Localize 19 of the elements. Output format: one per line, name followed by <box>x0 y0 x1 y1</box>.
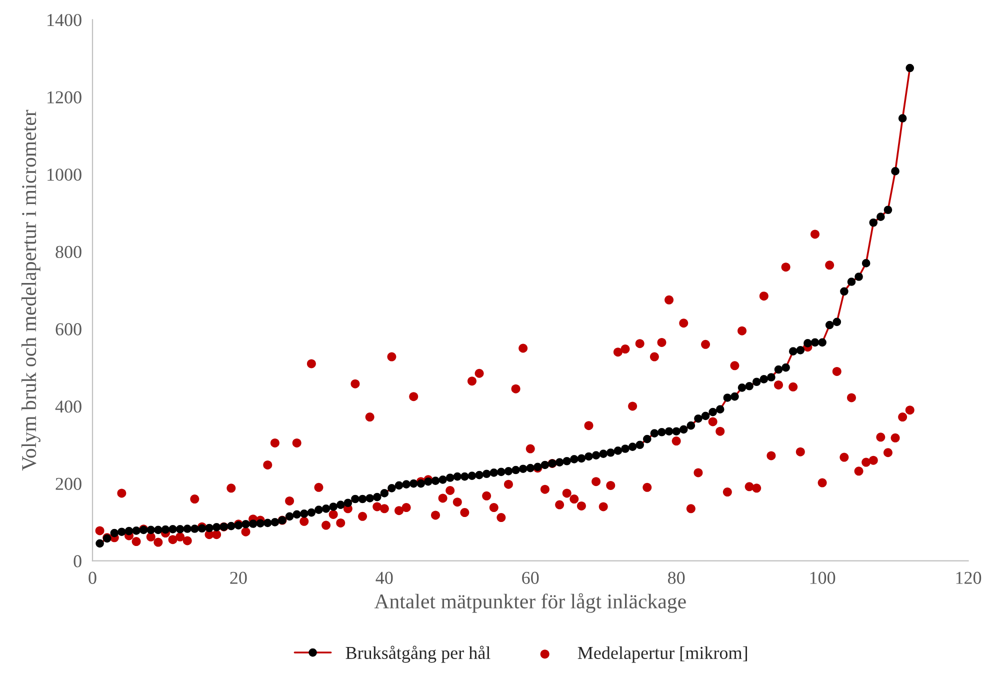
x-tick-label: 20 <box>230 572 247 584</box>
x-tick-label: 100 <box>810 572 836 584</box>
y-tick-label: 800 <box>56 246 82 258</box>
x-tick-label: 60 <box>522 572 539 584</box>
x-tick-label: 80 <box>668 572 685 584</box>
legend-label: Medelapertur [mikrom] <box>578 646 747 663</box>
y-tick-label: 400 <box>55 400 82 413</box>
y-tick-label: 1400 <box>48 14 82 26</box>
x-tick-label: 120 <box>956 572 982 584</box>
x-tick-label: 40 <box>376 572 393 584</box>
y-tick-label: 600 <box>56 323 82 336</box>
legend-label: Bruksåtgång per hål <box>346 646 490 663</box>
y-tick-label: 1000 <box>48 168 82 181</box>
x-axis-title: Antalet mätpunkter för lågt inläckage <box>374 593 686 613</box>
y-tick-label: 0 <box>74 555 82 568</box>
y-tick-label: 1200 <box>48 91 82 104</box>
y-tick-label: 200 <box>56 478 82 490</box>
y-axis-title: Volym bruk och medelapertur i micrometer <box>21 110 40 471</box>
x-tick-label: 0 <box>88 572 96 584</box>
